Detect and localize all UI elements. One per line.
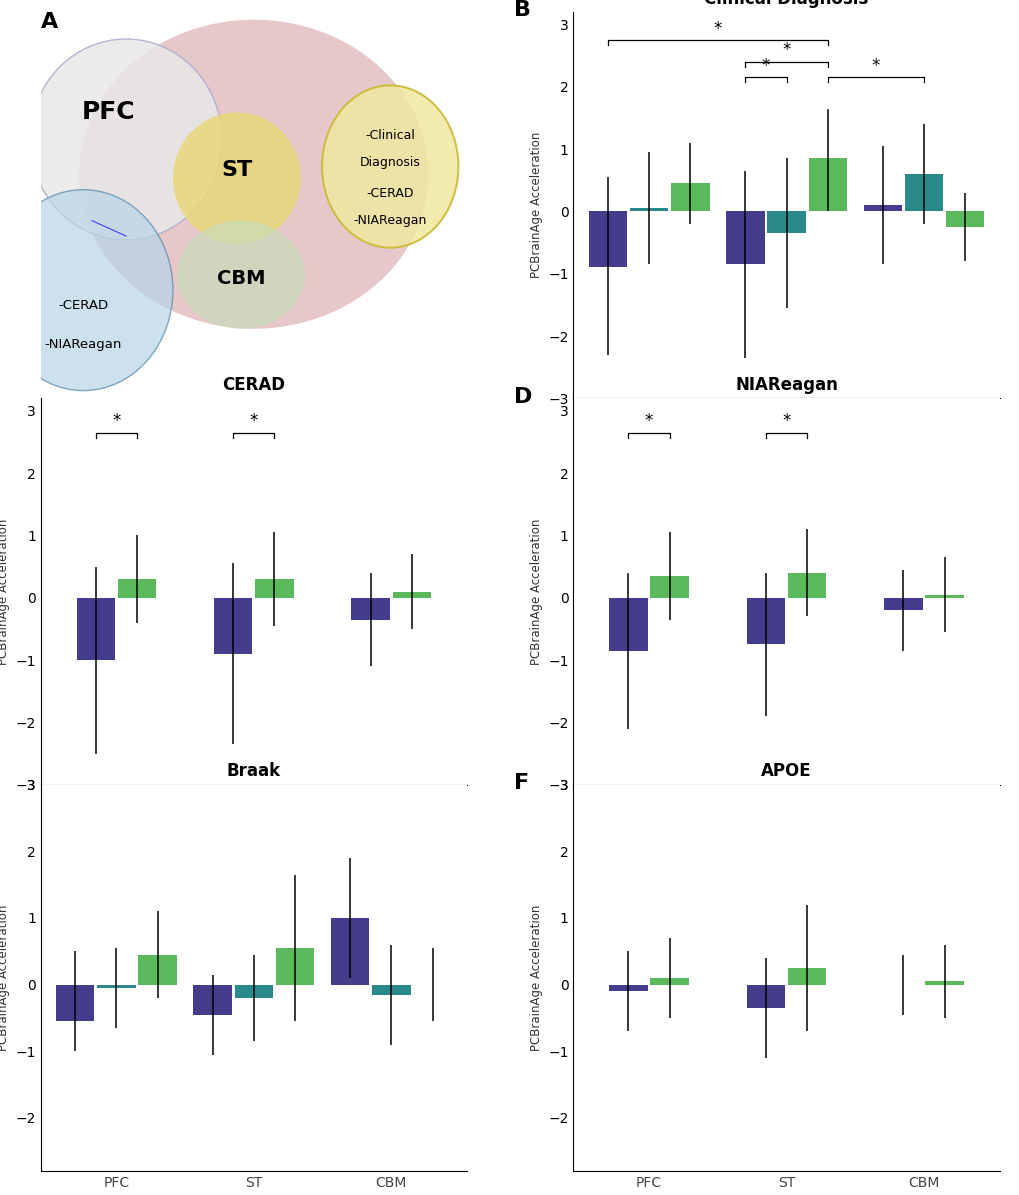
- Text: -Clinical: -Clinical: [365, 129, 415, 142]
- Bar: [726, 212, 764, 264]
- Bar: [608, 985, 647, 991]
- Ellipse shape: [0, 190, 173, 391]
- Bar: [746, 598, 785, 644]
- Bar: [787, 968, 825, 985]
- Bar: [883, 598, 922, 611]
- Text: *: *: [713, 19, 721, 37]
- Bar: [863, 206, 901, 212]
- Bar: [924, 595, 963, 598]
- Bar: [352, 598, 389, 619]
- Title: NIAReagan: NIAReagan: [735, 376, 838, 394]
- Text: *: *: [761, 57, 769, 75]
- Text: F: F: [514, 773, 529, 793]
- Title: CERAD: CERAD: [222, 376, 285, 394]
- Text: CBM: CBM: [217, 269, 265, 288]
- Bar: [766, 212, 805, 233]
- X-axis label: Region: Region: [756, 423, 815, 437]
- Text: -CERAD: -CERAD: [366, 188, 414, 200]
- Bar: [214, 598, 253, 654]
- Y-axis label: PCBrainAge Acceleration: PCBrainAge Acceleration: [0, 519, 10, 664]
- Bar: [608, 598, 647, 651]
- Bar: [588, 212, 627, 268]
- Bar: [671, 183, 709, 212]
- Title: APOE: APOE: [760, 762, 811, 780]
- Bar: [392, 592, 431, 598]
- Bar: [746, 985, 785, 1007]
- X-axis label: Region: Region: [756, 809, 815, 825]
- Text: A: A: [41, 12, 58, 32]
- Bar: [808, 159, 846, 212]
- Legend: not AD, AD: not AD, AD: [185, 907, 321, 939]
- Text: *: *: [782, 42, 790, 60]
- Text: *: *: [782, 412, 790, 430]
- Bar: [117, 580, 156, 598]
- Text: -CERAD: -CERAD: [58, 299, 108, 312]
- Bar: [904, 174, 943, 212]
- Legend: NCI, MCI, Dementia: NCI, MCI, Dementia: [674, 521, 898, 553]
- Y-axis label: PCBrainAge Acceleration: PCBrainAge Acceleration: [0, 905, 10, 1052]
- Title: Braak: Braak: [226, 762, 280, 780]
- Legend: not AD, AD: not AD, AD: [718, 907, 854, 939]
- Text: Diagnosis: Diagnosis: [360, 157, 420, 170]
- Y-axis label: PCBrainAge Acceleration: PCBrainAge Acceleration: [529, 519, 542, 664]
- Bar: [945, 212, 983, 227]
- Text: *: *: [871, 57, 879, 75]
- Text: B: B: [514, 0, 530, 20]
- Text: PFC: PFC: [83, 100, 136, 124]
- Text: *: *: [112, 412, 120, 430]
- Bar: [650, 576, 688, 598]
- Bar: [234, 985, 273, 998]
- Bar: [194, 985, 231, 1015]
- Bar: [372, 985, 411, 994]
- Y-axis label: PCBrainAge Acceleration: PCBrainAge Acceleration: [529, 131, 542, 278]
- Ellipse shape: [31, 39, 222, 240]
- Bar: [139, 955, 176, 985]
- Ellipse shape: [177, 221, 305, 329]
- Ellipse shape: [322, 85, 458, 247]
- Bar: [97, 985, 136, 988]
- Text: -NIAReagan: -NIAReagan: [45, 338, 122, 351]
- Title: Clinical Diagnosis: Clinical Diagnosis: [704, 0, 868, 7]
- Text: -NIAReagan: -NIAReagan: [354, 214, 427, 227]
- Text: *: *: [250, 412, 258, 430]
- Bar: [629, 208, 667, 212]
- Y-axis label: PCBrainAge Acceleration: PCBrainAge Acceleration: [529, 905, 542, 1052]
- Bar: [330, 918, 369, 985]
- Text: ST: ST: [221, 160, 252, 180]
- Bar: [924, 981, 963, 985]
- Bar: [275, 948, 314, 985]
- Ellipse shape: [173, 112, 301, 244]
- Bar: [650, 978, 688, 985]
- Text: D: D: [514, 387, 532, 406]
- Ellipse shape: [79, 19, 428, 329]
- X-axis label: Region: Region: [224, 809, 283, 825]
- Bar: [76, 598, 115, 660]
- Bar: [787, 572, 825, 598]
- Bar: [255, 580, 293, 598]
- Text: *: *: [644, 412, 652, 430]
- Bar: [56, 985, 95, 1022]
